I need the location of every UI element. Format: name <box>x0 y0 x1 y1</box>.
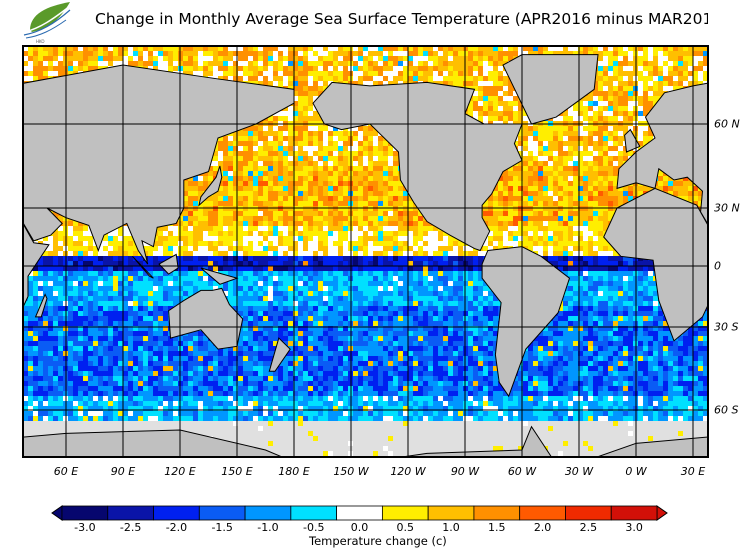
land-polygon <box>23 222 50 309</box>
sst-change-map <box>22 45 709 458</box>
land-polygon <box>481 246 571 398</box>
longitude-label: 180 E <box>278 465 310 478</box>
colorbar-tick-label: 2.0 <box>533 521 552 534</box>
colorbar-tick-label: 0.5 <box>396 521 415 534</box>
colorbar-bin <box>610 505 658 521</box>
land-polygon <box>603 187 708 342</box>
colorbar-tick-label: -1.0 <box>257 521 279 534</box>
land-polygon <box>23 425 708 457</box>
leaf-logo-icon: HKO <box>23 2 71 44</box>
latitude-label: 30 S <box>714 320 739 334</box>
colorbar-bin <box>336 505 383 521</box>
colorbar-bin <box>198 505 246 521</box>
land-polygon <box>34 293 48 318</box>
colorbar-tick-label: 0.0 <box>350 521 369 534</box>
land-polygon <box>200 267 239 285</box>
land-polygon <box>635 436 708 457</box>
colorbar-bin <box>473 505 521 521</box>
colorbar-bin <box>381 505 429 521</box>
longitude-label: 120 W <box>390 465 426 478</box>
land-polygon <box>502 54 599 125</box>
colorbar-bin <box>427 505 475 521</box>
colorbar-tick-label: -0.5 <box>302 521 325 534</box>
land-polygon <box>198 165 223 207</box>
colorbar-bin <box>61 505 109 521</box>
colorbar-tick-label: -2.5 <box>119 521 142 534</box>
colorbar-tick-label: 2.5 <box>579 521 598 534</box>
longitude-label: 60 W <box>507 465 537 478</box>
latitude-label: 0 <box>714 259 721 273</box>
colorbar-tick-label: -1.5 <box>211 521 233 534</box>
colorbar-bin <box>565 505 612 521</box>
colorbar-title: Temperature change (c) <box>309 534 447 548</box>
map-frame <box>22 45 709 458</box>
longitude-label: 30 W <box>564 465 594 478</box>
colorbar-bin <box>519 505 566 521</box>
chart-title: Change in Monthly Average Sea Surface Te… <box>95 10 729 28</box>
longitude-label: 90 E <box>110 465 136 478</box>
longitude-label: 0 W <box>625 465 647 478</box>
longitude-label: 60 E <box>53 465 79 478</box>
latitude-label: 60 N <box>714 117 740 131</box>
land-polygon <box>616 82 708 226</box>
latitude-label: 60 S <box>714 403 739 417</box>
land-polygon <box>158 253 179 275</box>
colorbar-tick-label: 1.0 <box>442 521 460 534</box>
longitude-label: 150 E <box>221 465 253 478</box>
graticule <box>23 46 708 457</box>
land-polygon <box>23 64 295 265</box>
colorbar-bin <box>290 505 338 521</box>
colorbar-bin <box>107 505 154 521</box>
longitude-label: 90 W <box>450 465 480 478</box>
colorbar-bin <box>244 505 292 521</box>
colorbar-lower-extend <box>51 505 63 521</box>
colorbar-bin <box>153 505 200 521</box>
land-polygon <box>168 287 244 350</box>
colorbar-upper-extend <box>656 505 668 521</box>
longitude-label: 120 E <box>164 465 196 478</box>
longitude-label: 30 E <box>680 465 706 478</box>
colorbar-tick-label: 3.0 <box>625 521 643 534</box>
svg-text:HKO: HKO <box>36 39 45 44</box>
colorbar-tick-label: -2.0 <box>165 521 188 534</box>
longitude-label: 150 W <box>333 465 369 478</box>
land-polygon <box>268 337 291 372</box>
colorbar-tick-label: 1.5 <box>488 521 506 534</box>
colorbar-tick-label: -3.0 <box>74 521 96 534</box>
latitude-label: 30 N <box>714 201 740 215</box>
